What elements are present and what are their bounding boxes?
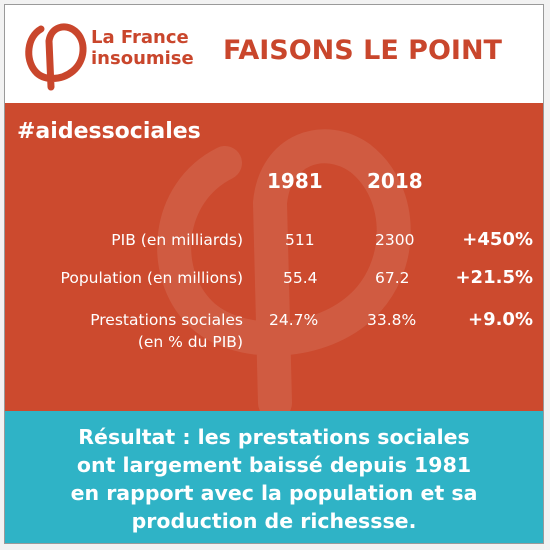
cell-population-1981: 55.4 <box>283 269 318 287</box>
logo-line-1: La France <box>91 27 189 48</box>
header: La France insoumise FAISONS LE POINT <box>5 5 543 103</box>
result-line-4: production de richessse. <box>131 509 417 533</box>
infographic: La France insoumise FAISONS LE POINT #ai… <box>4 4 544 544</box>
cell-pib-delta: +450% <box>462 229 533 250</box>
cell-prestations-2018: 33.8% <box>367 311 417 329</box>
phi-logo-icon <box>25 23 87 91</box>
row-label-prestations-line-2: (en % du PIB) <box>137 333 243 351</box>
phi-watermark-icon <box>157 129 411 411</box>
cell-prestations-delta: +9.0% <box>467 309 533 330</box>
row-label-prestations-line-1: Prestations sociales <box>90 311 243 329</box>
cell-pib-1981: 511 <box>285 231 315 249</box>
row-label-pib: PIB (en milliards) <box>111 231 243 249</box>
page-title: FAISONS LE POINT <box>223 35 502 66</box>
row-label-prestations: Prestations sociales (en % du PIB) <box>90 309 243 353</box>
column-header-2018: 2018 <box>367 169 423 193</box>
cell-population-2018: 67.2 <box>375 269 410 287</box>
cell-pib-2018: 2300 <box>375 231 415 249</box>
result-line-1: Résultat : les prestations sociales <box>78 425 470 449</box>
result-text: Résultat : les prestations sociales ont … <box>5 423 543 535</box>
result-line-3: en rapport avec la population et sa <box>70 481 478 505</box>
result-line-2: ont largement baissé depuis 1981 <box>76 453 472 477</box>
column-header-1981: 1981 <box>267 169 323 193</box>
logo-line-2: insoumise <box>91 48 194 69</box>
stats-panel: #aidessociales 1981 2018 PIB (en milliar… <box>5 103 543 411</box>
hashtag: #aidessociales <box>17 119 201 144</box>
cell-prestations-1981: 24.7% <box>269 311 319 329</box>
logo-wordmark: La France insoumise <box>91 27 194 69</box>
result-banner: Résultat : les prestations sociales ont … <box>5 411 543 543</box>
cell-population-delta: +21.5% <box>455 267 533 288</box>
row-label-population: Population (en millions) <box>60 269 243 287</box>
